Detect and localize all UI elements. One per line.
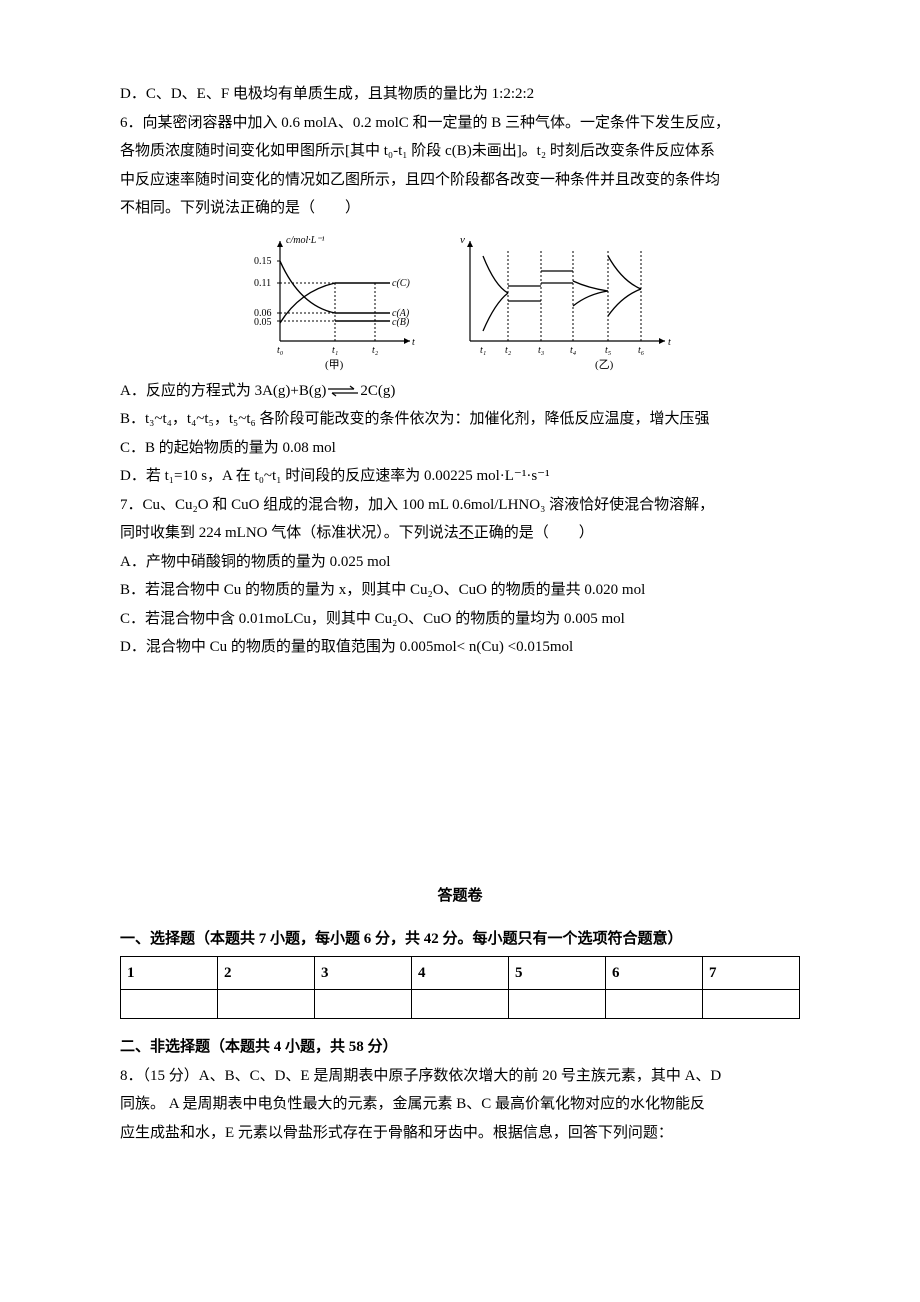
svg-text:t₀: t₀ bbox=[277, 345, 284, 356]
q6-opt-b: B．t₃~t₄，t₄~t₅，t₅~t₆ 各阶段可能改变的条件依次为：加催化剂，降… bbox=[120, 405, 800, 434]
answer-cell[interactable] bbox=[121, 990, 218, 1019]
section1-title: 一、选择题（本题共 7 小题，每小题 6 分，共 42 分。每小题只有一个选项符… bbox=[120, 925, 800, 954]
q7-stem2-post: 正确的是（ ） bbox=[474, 525, 594, 541]
svg-text:c(C): c(C) bbox=[392, 278, 410, 289]
svg-text:t₂: t₂ bbox=[505, 345, 512, 356]
answer-cell[interactable] bbox=[606, 990, 703, 1019]
answer-cell[interactable] bbox=[509, 990, 606, 1019]
table-row: 1 2 3 4 5 6 7 bbox=[121, 956, 800, 990]
answer-header-6: 6 bbox=[606, 956, 703, 990]
svg-text:(甲): (甲) bbox=[325, 359, 344, 371]
q6-stem-line4: 不相同。下列说法正确的是（ ） bbox=[120, 194, 800, 223]
answer-header-2: 2 bbox=[218, 956, 315, 990]
section2-title: 二、非选择题（本题共 4 小题，共 58 分） bbox=[120, 1033, 800, 1062]
q8-line3: 应生成盐和水，E 元素以骨盐形式存在于骨骼和牙齿中。根据信息，回答下列问题： bbox=[120, 1119, 800, 1148]
svg-text:t₂: t₂ bbox=[372, 345, 379, 356]
q7-stem2-pre: 同时收集到 224 mLNO 气体（标准状况）。下列说法 bbox=[120, 525, 459, 541]
svg-text:t₁: t₁ bbox=[480, 345, 486, 356]
q6-opt-c: C．B 的起始物质的量为 0.08 mol bbox=[120, 434, 800, 463]
q8-line2: 同族。 A 是周期表中电负性最大的元素，金属元素 B、C 最高价氧化物对应的水化… bbox=[120, 1090, 800, 1119]
q6-opt-d: D．若 t₁=10 s，A 在 t₀~t₁ 时间段的反应速率为 0.00225 … bbox=[120, 462, 800, 491]
svg-text:(乙): (乙) bbox=[595, 358, 614, 371]
answer-cell[interactable] bbox=[703, 990, 800, 1019]
q7-opt-c: C．若混合物中含 0.01moLCu，则其中 Cu₂O、CuO 的物质的量均为 … bbox=[120, 605, 800, 634]
svg-text:t: t bbox=[668, 337, 671, 348]
q6-chart-jia: c/mol·L⁻¹ t 0.15 0.11 0.06 0.05 t₀ t₁ t₂… bbox=[240, 231, 430, 371]
answer-header-4: 4 bbox=[412, 956, 509, 990]
svg-text:t₃: t₃ bbox=[538, 345, 545, 356]
answer-cell[interactable] bbox=[315, 990, 412, 1019]
answer-header-5: 5 bbox=[509, 956, 606, 990]
q6-stem-line1: 6．向某密闭容器中加入 0.6 molA、0.2 molC 和一定量的 B 三种… bbox=[120, 109, 800, 138]
q5-opt-d: D．C、D、E、F 电极均有单质生成，且其物质的量比为 1:2:2:2 bbox=[120, 80, 800, 109]
q6-opt-a-pre: A．反应的方程式为 3A(g)+B(g) bbox=[120, 383, 326, 399]
q7-stem2-under: 不 bbox=[459, 525, 474, 541]
svg-text:0.05: 0.05 bbox=[254, 317, 272, 328]
q7-opt-b: B．若混合物中 Cu 的物质的量为 x，则其中 Cu₂O、CuO 的物质的量共 … bbox=[120, 576, 800, 605]
q7-opt-d: D．混合物中 Cu 的物质的量的取值范围为 0.005mol< n(Cu) <0… bbox=[120, 633, 800, 662]
reversible-arrow-icon bbox=[326, 385, 360, 397]
q7-stem-line2: 同时收集到 224 mLNO 气体（标准状况）。下列说法不正确的是（ ） bbox=[120, 519, 800, 548]
answer-table: 1 2 3 4 5 6 7 bbox=[120, 956, 800, 1020]
svg-text:t: t bbox=[412, 337, 415, 348]
answer-header-7: 7 bbox=[703, 956, 800, 990]
answer-header-1: 1 bbox=[121, 956, 218, 990]
q6-stem-line2: 各物质浓度随时间变化如甲图所示[其中 t₀-t₁ 阶段 c(B)未画出]。t₂ … bbox=[120, 137, 800, 166]
svg-text:0.15: 0.15 bbox=[254, 256, 272, 267]
answer-cell[interactable] bbox=[218, 990, 315, 1019]
svg-text:t₁: t₁ bbox=[332, 345, 338, 356]
svg-text:t₄: t₄ bbox=[570, 345, 577, 356]
q6-charts: c/mol·L⁻¹ t 0.15 0.11 0.06 0.05 t₀ t₁ t₂… bbox=[120, 231, 800, 371]
q6-opt-a-post: 2C(g) bbox=[360, 383, 395, 399]
answer-cell[interactable] bbox=[412, 990, 509, 1019]
q6-chart-yi: v t t₁ t₂ t₃ t₄ t₅ t₆ (乙) bbox=[450, 231, 680, 371]
svg-text:c(B): c(B) bbox=[392, 317, 410, 328]
svg-text:c/mol·L⁻¹: c/mol·L⁻¹ bbox=[286, 235, 325, 246]
svg-text:t₆: t₆ bbox=[638, 345, 645, 356]
q7-stem-line1: 7．Cu、Cu₂O 和 CuO 组成的混合物，加入 100 mL 0.6mol/… bbox=[120, 491, 800, 520]
q7-opt-a: A．产物中硝酸铜的物质的量为 0.025 mol bbox=[120, 548, 800, 577]
q6-opt-a: A．反应的方程式为 3A(g)+B(g) 2C(g) bbox=[120, 377, 800, 406]
q6-stem-line3: 中反应速率随时间变化的情况如乙图所示，且四个阶段都各改变一种条件并且改变的条件均 bbox=[120, 166, 800, 195]
svg-text:0.11: 0.11 bbox=[254, 278, 271, 289]
answer-header-3: 3 bbox=[315, 956, 412, 990]
svg-text:v: v bbox=[460, 234, 465, 246]
q8-line1: 8．（15 分）A、B、C、D、E 是周期表中原子序数依次增大的前 20 号主族… bbox=[120, 1062, 800, 1091]
svg-text:t₅: t₅ bbox=[605, 345, 612, 356]
table-row bbox=[121, 990, 800, 1019]
answer-sheet-title: 答题卷 bbox=[120, 882, 800, 911]
